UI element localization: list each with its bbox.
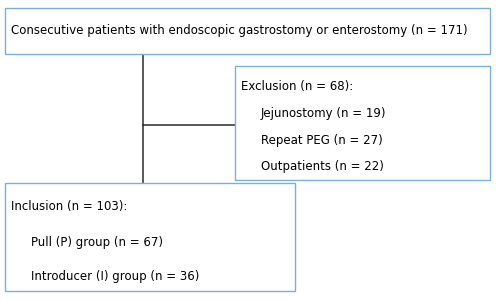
Text: Jejunostomy (n = 19): Jejunostomy (n = 19) — [261, 107, 386, 120]
Text: Pull (P) group (n = 67): Pull (P) group (n = 67) — [31, 236, 163, 249]
FancyBboxPatch shape — [5, 183, 295, 291]
Text: Exclusion (n = 68):: Exclusion (n = 68): — [241, 80, 353, 93]
Text: Introducer (I) group (n = 36): Introducer (I) group (n = 36) — [31, 271, 200, 284]
FancyBboxPatch shape — [5, 8, 490, 54]
Text: Repeat PEG (n = 27): Repeat PEG (n = 27) — [261, 134, 383, 147]
Text: Inclusion (n = 103):: Inclusion (n = 103): — [11, 200, 128, 213]
Text: Consecutive patients with endoscopic gastrostomy or enterostomy (n = 171): Consecutive patients with endoscopic gas… — [11, 24, 468, 37]
Text: Outpatients (n = 22): Outpatients (n = 22) — [261, 160, 384, 173]
FancyBboxPatch shape — [235, 66, 490, 180]
